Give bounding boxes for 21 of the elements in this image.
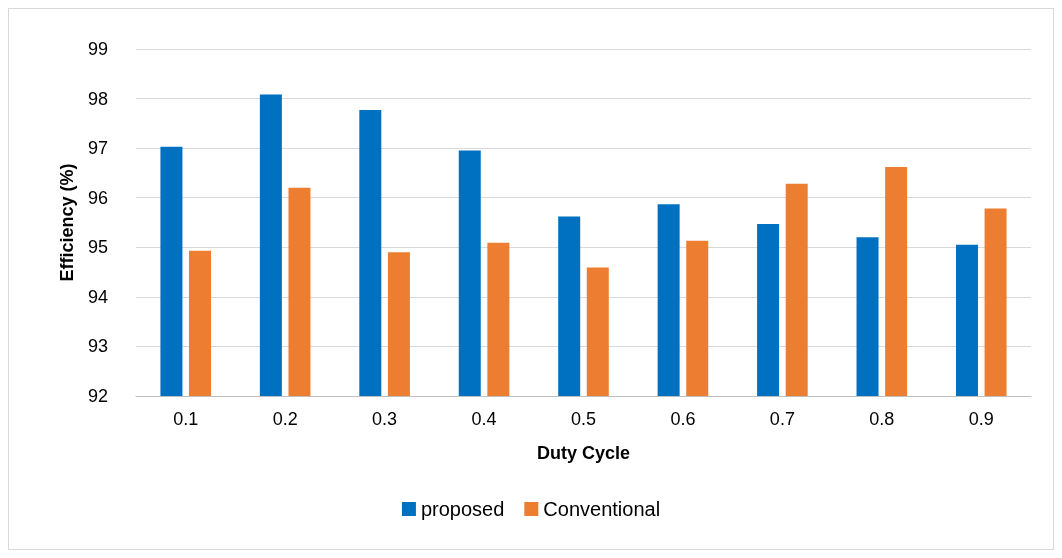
x-tick-label: 0.6 — [670, 409, 696, 429]
x-tick-label: 0.1 — [173, 409, 199, 429]
x-tick-label: 0.9 — [968, 409, 994, 429]
y-tick-label: 96 — [87, 187, 108, 208]
x-tick-label: 0.3 — [372, 409, 398, 429]
legend-label: proposed — [420, 498, 505, 520]
y-tick-label: 92 — [87, 386, 108, 406]
x-tick-label: 0.2 — [272, 409, 298, 429]
y-tick-label: 97 — [87, 138, 108, 159]
y-tick-label: 98 — [87, 88, 108, 109]
y-axis-title: Efficiency (%) — [57, 163, 77, 282]
legend-label: Conventional — [543, 498, 661, 520]
x-tick-label: 0.8 — [869, 409, 895, 429]
x-axis-title: Duty Cycle — [536, 443, 631, 463]
x-tick-label: 0.4 — [471, 409, 497, 429]
y-tick-label: 99 — [87, 39, 108, 59]
y-tick-label: 93 — [87, 336, 108, 357]
x-tick-label: 0.5 — [570, 409, 597, 429]
y-tick-label: 95 — [87, 237, 108, 258]
x-tick-label: 0.7 — [769, 409, 795, 429]
y-tick-label: 94 — [87, 286, 108, 307]
